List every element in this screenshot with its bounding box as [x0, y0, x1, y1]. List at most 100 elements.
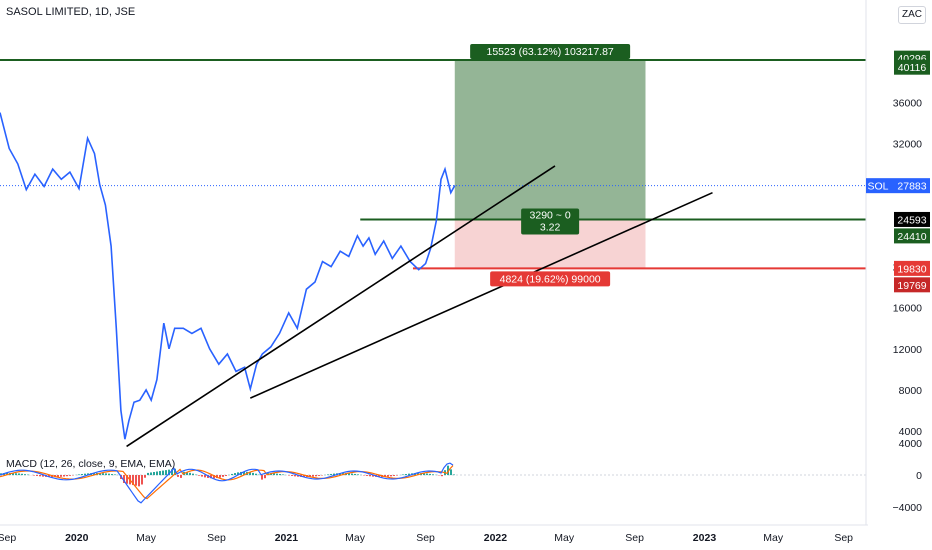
y-tick-label: 4000	[899, 426, 923, 438]
macd-histogram-bar	[168, 469, 170, 476]
current-price-value: 27883	[897, 181, 926, 193]
y-tick-label: 16000	[893, 303, 922, 315]
macd-histogram-bar	[111, 474, 113, 476]
y-tick-label: 8000	[899, 385, 923, 397]
time-axis[interactable]: Sep 2020 May Sep 2021 May Sep 2022 May Sep 2023 May…	[0, 524, 868, 544]
macd-histogram-bar	[12, 473, 14, 476]
macd-histogram-bar	[141, 475, 143, 485]
ratio-label-bottom: 3.22	[540, 221, 561, 233]
macd-histogram-bar	[93, 473, 95, 476]
macd-histogram-bar	[48, 475, 50, 478]
macd-label: MACD (12, 26, close, 9, EMA, EMA)	[6, 458, 176, 470]
macd-histogram-bar	[357, 474, 359, 476]
macd-histogram-bar	[222, 475, 224, 477]
macd-histogram-bar	[297, 475, 299, 477]
macd-histogram-bar	[87, 473, 89, 476]
entry-alt-badge: 24410	[897, 231, 926, 243]
macd-histogram-bar	[432, 474, 434, 476]
macd-histogram-bar	[354, 473, 356, 476]
x-tick-label: Sep	[416, 532, 435, 544]
macd-histogram-bar	[429, 473, 431, 476]
macd-histogram-bar	[60, 475, 62, 477]
macd-histogram-bar	[291, 475, 293, 476]
trendlines[interactable]	[126, 165, 713, 448]
macd-histogram-bar	[135, 475, 137, 486]
x-tick-label: May	[763, 532, 784, 544]
macd-histogram-bar	[210, 475, 212, 479]
macd-histogram-bar	[165, 470, 167, 476]
macd-histogram-bar	[276, 473, 278, 476]
macd-histogram-bar	[243, 471, 245, 476]
macd-histogram-bar	[318, 475, 320, 476]
chart-title: SASOL LIMITED, 1D, JSE	[6, 6, 136, 18]
target-badge-bg	[894, 59, 930, 75]
macd-histogram-bar	[99, 473, 101, 476]
macd-histogram-bar	[102, 473, 104, 476]
macd-signal-line	[0, 465, 454, 500]
macd-histogram-bar	[327, 474, 329, 476]
macd-histogram-bar	[315, 475, 317, 477]
macd-histogram-bar	[405, 474, 407, 476]
macd-histogram-bar	[402, 474, 404, 476]
macd-histogram-bar	[261, 475, 263, 480]
macd-histogram-bar	[204, 475, 206, 478]
macd-histogram-bar	[312, 475, 314, 477]
y-tick-label: 12000	[893, 344, 922, 356]
macd-histogram-bar	[42, 475, 44, 477]
macd-histogram-bar	[171, 469, 173, 476]
macd-histogram-bar	[255, 473, 257, 476]
currency-button[interactable]: ZAC	[898, 6, 926, 24]
macd-histogram-bar	[303, 475, 305, 478]
macd-histogram-bar	[225, 475, 227, 476]
macd-histogram-bar	[213, 475, 215, 479]
macd-histogram-bar	[249, 472, 251, 476]
macd-histogram-bar	[198, 475, 200, 476]
macd-histogram-bar	[333, 473, 335, 476]
price-axis[interactable]: 400080001200016000200003200036000−400004…	[865, 0, 923, 525]
macd-histogram-bar	[426, 473, 428, 476]
price-series-line	[0, 112, 456, 440]
macd-histogram-bar	[156, 471, 158, 476]
risk-reward-zones[interactable]	[454, 60, 646, 269]
stop-badge: 19830	[897, 263, 926, 275]
macd-histogram-bar	[447, 465, 449, 476]
macd-histogram-bar	[180, 475, 182, 478]
macd-histogram-bar	[57, 475, 59, 477]
macd-histogram-bar	[21, 473, 23, 476]
macd-pane	[0, 462, 866, 504]
macd-histogram-bar	[177, 475, 179, 477]
macd-histogram-bar	[150, 472, 152, 476]
x-tick-label: May	[136, 532, 157, 544]
macd-histogram-bar	[174, 468, 176, 476]
macd-histogram-bar	[294, 475, 296, 477]
zone-labels: 15523 (63.12%) 103217.87 3290 ~ 03.22 4824…	[470, 44, 631, 287]
trendline-2	[249, 191, 713, 399]
profit-zone	[454, 60, 646, 220]
x-tick-label: Sep	[834, 532, 853, 544]
macd-histogram-bar	[453, 474, 455, 476]
x-tick-label: 2021	[275, 532, 299, 544]
ratio-label-bg	[521, 208, 580, 235]
stop-alt-badge: 19769	[897, 280, 926, 292]
macd-histogram-bar	[84, 473, 86, 476]
stop-alt-badge-bg	[894, 277, 930, 293]
macd-histogram-bar	[162, 470, 164, 476]
macd-histogram-bar	[27, 474, 29, 476]
macd-histogram-bar	[279, 474, 281, 476]
horizontal-levels[interactable]	[0, 59, 866, 270]
macd-histogram-bar	[231, 473, 233, 476]
macd-histogram-bar	[450, 469, 452, 476]
x-tick-label: 2023	[693, 532, 717, 544]
macd-histogram-bar	[36, 475, 38, 476]
macd-histogram-bar	[387, 475, 389, 477]
macd-histogram-bar	[393, 475, 395, 476]
target-badge: 40116	[898, 62, 927, 74]
macd-histogram-bar	[24, 474, 26, 476]
macd-histogram-bar	[390, 475, 392, 477]
macd-histogram-bar	[408, 473, 410, 476]
y-tick-label: 32000	[893, 138, 922, 150]
x-tick-label: 2022	[484, 532, 508, 544]
target-label-bg	[470, 44, 631, 59]
